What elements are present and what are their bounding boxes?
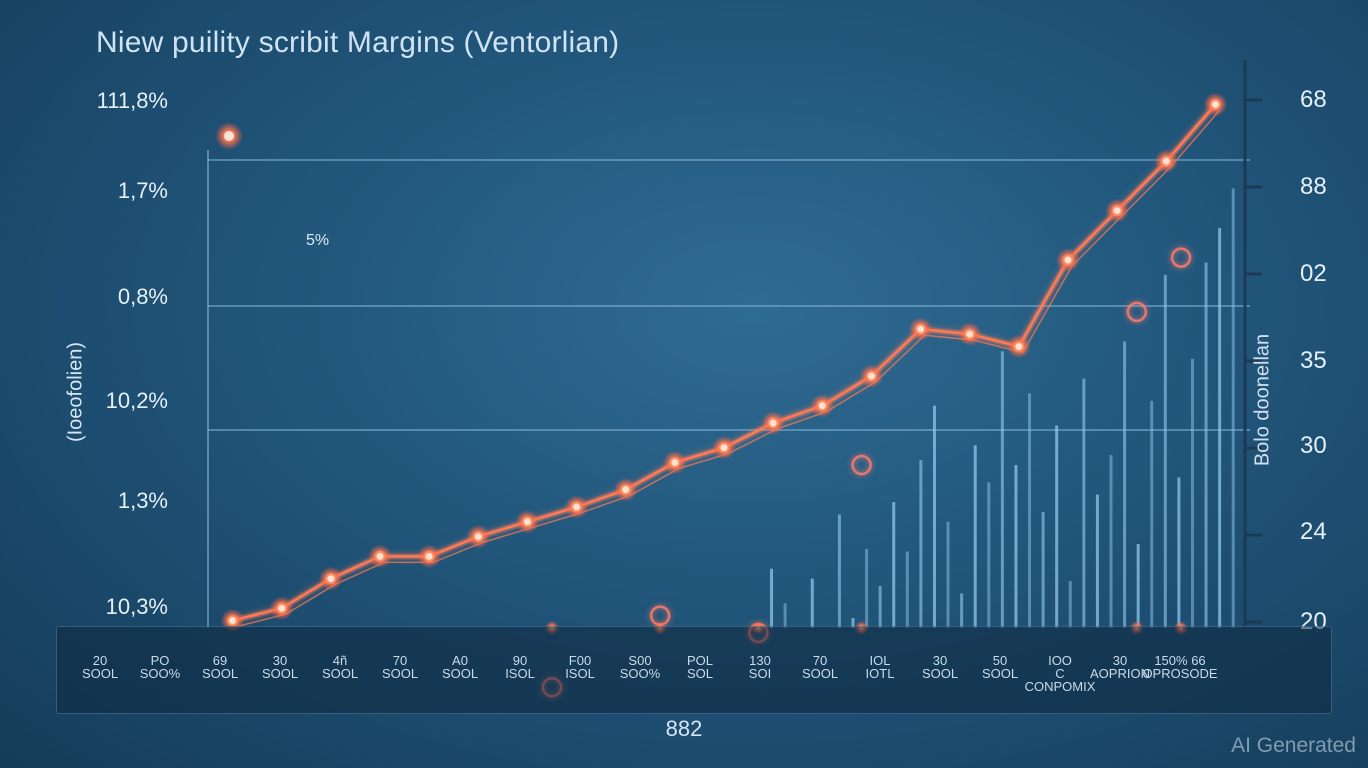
x-tick-label-14: 30 SOOL xyxy=(921,653,959,681)
bar-75 xyxy=(1231,188,1235,628)
bar-74 xyxy=(1218,227,1222,629)
bar-63 xyxy=(1068,581,1072,628)
bar-60 xyxy=(1028,393,1032,628)
x-tick-label-15: 50 SOOL xyxy=(981,653,1019,681)
x-tick-label-4: 4ñ SOOL xyxy=(321,653,359,681)
spike-ring-8 xyxy=(1126,301,1148,323)
point-0 xyxy=(227,615,239,627)
x-tick-label-7: 90 ISOL xyxy=(505,653,535,681)
x-axis-label: 882 xyxy=(665,716,703,741)
point-1 xyxy=(276,602,288,614)
x-tick-label-3: 30 SOOL xyxy=(261,653,299,681)
bar-44 xyxy=(810,578,814,628)
bar-56 xyxy=(973,445,977,628)
x-axis-panel xyxy=(56,626,1332,714)
bar-65 xyxy=(1095,494,1099,628)
point-13 xyxy=(865,370,877,382)
bar-73 xyxy=(1204,262,1208,628)
x-tick-label-11: 130 SOI xyxy=(748,653,772,681)
bar-47 xyxy=(851,618,855,628)
y-left-tick-1: 1,7% xyxy=(117,178,168,203)
point-10 xyxy=(718,442,730,454)
point-3 xyxy=(374,550,386,562)
bar-66 xyxy=(1109,455,1113,628)
highlight-marker xyxy=(224,131,234,141)
point-9 xyxy=(669,457,681,469)
point-15 xyxy=(964,328,976,340)
point-14 xyxy=(915,323,927,335)
y-axis-label-right: Bolo doonellan xyxy=(1251,333,1274,467)
y-right-tick-5: 24 xyxy=(1300,518,1327,545)
y-right-tick-1: 88 xyxy=(1300,173,1327,200)
x-tick-label-5: 70 SOOL xyxy=(381,653,419,681)
x-tick-label-16: IOO C CONPOMIX xyxy=(1024,653,1096,694)
y-left-tick-2: 0,8% xyxy=(117,284,168,309)
x-tick-label-12: 70 SOOL xyxy=(801,653,839,681)
bar-49 xyxy=(878,586,882,628)
bar-61 xyxy=(1041,511,1045,628)
bar-58 xyxy=(1000,351,1004,628)
bar-59 xyxy=(1014,465,1018,628)
point-6 xyxy=(521,516,533,528)
series-line xyxy=(232,103,1217,622)
y-left-tick-0: 111,8% xyxy=(96,88,168,113)
spike-ring-3 xyxy=(851,454,872,476)
point-16 xyxy=(1013,340,1025,352)
point-19 xyxy=(1160,155,1172,167)
x-tick-label-2: 69 SOOL xyxy=(201,653,239,681)
bar-42 xyxy=(783,603,787,628)
series-line-glow xyxy=(231,102,1218,624)
bar-70 xyxy=(1163,274,1167,628)
y-right-tick-4: 30 xyxy=(1300,432,1327,459)
x-tick-label-6: A0 SOOL xyxy=(441,653,479,681)
bar-67 xyxy=(1123,341,1127,628)
chart-annotation: 5% xyxy=(306,232,330,249)
point-12 xyxy=(816,400,828,412)
point-2 xyxy=(325,573,337,585)
bar-64 xyxy=(1082,378,1086,628)
bar-53 xyxy=(932,405,936,628)
chart-title: Niew puility scribit Margins (Ventorlian… xyxy=(96,26,620,59)
y-right-tick-3: 35 xyxy=(1300,347,1327,374)
bar-69 xyxy=(1150,400,1154,628)
point-20 xyxy=(1209,98,1221,110)
y-right-tick-0: 68 xyxy=(1300,86,1327,113)
bar-46 xyxy=(837,514,841,628)
bar-41 xyxy=(770,568,774,628)
x-tick-label-18: 150% 66 OPROSODE xyxy=(1142,653,1218,681)
bar-72 xyxy=(1190,358,1194,628)
x-tick-label-8: F00 ISOL xyxy=(565,653,595,681)
point-4 xyxy=(423,550,435,562)
point-11 xyxy=(767,417,779,429)
x-tick-label-10: POL SOL xyxy=(686,653,713,681)
watermark: AI Generated xyxy=(1231,734,1356,757)
point-8 xyxy=(620,484,632,496)
spike-ring-9 xyxy=(1170,247,1192,268)
x-tick-label-0: 20 SOOL xyxy=(81,653,119,681)
bar-51 xyxy=(905,551,909,628)
bar-54 xyxy=(946,521,950,628)
y-left-tick-5: 10,3% xyxy=(105,594,168,619)
y-left-tick-3: 10,2% xyxy=(105,388,168,413)
point-18 xyxy=(1111,205,1123,217)
bar-55 xyxy=(960,593,964,628)
x-tick-label-9: S00 SOO% xyxy=(619,653,661,681)
point-7 xyxy=(571,501,583,513)
bar-48 xyxy=(865,548,869,628)
bar-62 xyxy=(1055,425,1059,628)
y-left-tick-4: 1,3% xyxy=(117,488,168,513)
y-axis-label-left: (Ioeofolien) xyxy=(64,341,87,443)
x-tick-label-17: 30 AOPRION xyxy=(1090,653,1150,681)
bar-57 xyxy=(987,482,991,628)
y-right-tick-2: 02 xyxy=(1300,260,1327,287)
x-tick-label-13: IOL IOTL xyxy=(865,653,895,681)
bar-50 xyxy=(892,502,896,628)
point-17 xyxy=(1062,254,1074,266)
x-tick-label-1: PO SOO% xyxy=(139,653,181,681)
point-5 xyxy=(472,531,484,543)
